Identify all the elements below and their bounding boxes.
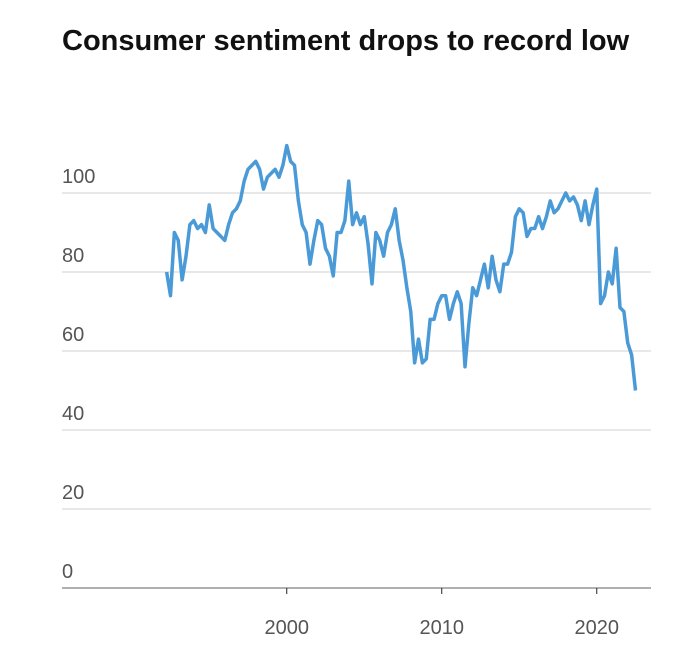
line [164,143,638,391]
y-tick-label: 40 [62,403,84,425]
y-tick-label: 100 [62,166,95,188]
x-tick-label: 2010 [420,617,465,639]
x-tick-label: 2000 [265,617,310,639]
y-tick-label: 20 [62,482,84,504]
y-tick-label: 80 [62,245,84,267]
y-tick-label: 60 [62,324,84,346]
x-tick-label: 2020 [575,617,620,639]
y-tick-label: 0 [62,561,73,583]
chart-title: Consumer sentiment drops to record low [62,25,630,57]
